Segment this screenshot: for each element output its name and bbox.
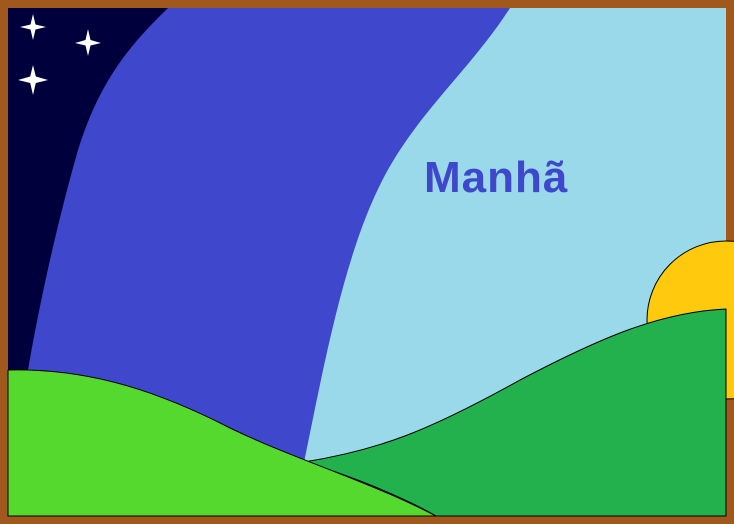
front-hill bbox=[7, 369, 437, 517]
scene-title: Manhã bbox=[424, 153, 569, 202]
back-hill bbox=[303, 308, 727, 517]
star-icon bbox=[18, 65, 48, 95]
star-icon bbox=[75, 29, 101, 56]
dawn-sky bbox=[28, 8, 510, 462]
star-icon bbox=[20, 14, 46, 40]
